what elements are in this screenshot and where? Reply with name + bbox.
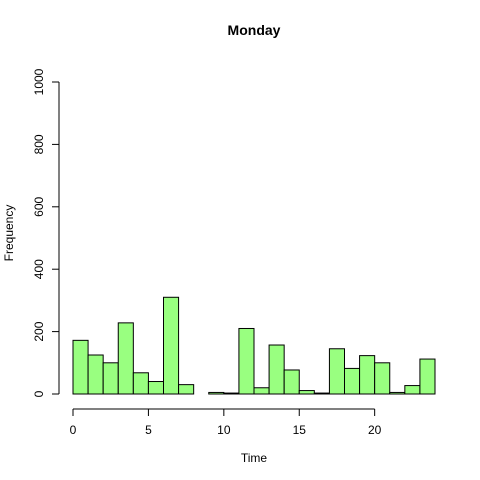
histogram-bar <box>313 392 330 395</box>
x-axis-label: Time <box>241 451 268 465</box>
histogram-bar <box>163 296 180 395</box>
y-tick-label: 600 <box>32 196 46 216</box>
histogram-bar <box>117 322 134 395</box>
histogram-bar <box>178 384 195 395</box>
x-tick-label: 0 <box>70 423 77 437</box>
x-axis: 0 5 10 15 20 <box>70 408 382 437</box>
y-tick-label: 1000 <box>32 68 46 95</box>
bars-group <box>72 296 436 395</box>
histogram-bar <box>298 390 315 395</box>
y-tick-label: 800 <box>32 134 46 154</box>
histogram-bar <box>102 362 119 395</box>
histogram-bar <box>268 344 285 395</box>
histogram-bar <box>253 387 270 395</box>
histogram-bar <box>328 348 345 395</box>
y-tick-label: 0 <box>32 390 46 397</box>
histogram-bar <box>404 385 421 395</box>
chart-title: Monday <box>228 22 281 38</box>
histogram-bar <box>208 391 225 395</box>
histogram-bar <box>374 362 391 395</box>
histogram-bar <box>72 339 89 395</box>
histogram-bar <box>132 372 149 395</box>
y-tick-label: 400 <box>32 259 46 279</box>
x-tick-label: 5 <box>145 423 152 437</box>
y-tick-label: 200 <box>32 321 46 341</box>
x-tick-label: 10 <box>217 423 231 437</box>
histogram-bar <box>87 354 104 395</box>
histogram-bar <box>147 381 165 395</box>
histogram-bar <box>238 327 255 395</box>
histogram-bar <box>283 369 300 395</box>
x-tick-label: 20 <box>368 423 382 437</box>
y-axis-label: Frequency <box>2 205 16 262</box>
x-tick-label: 15 <box>293 423 307 437</box>
histogram-bar <box>344 367 361 395</box>
y-axis: 0 200 400 600 800 1000 <box>32 68 60 397</box>
histogram-bar <box>359 355 376 395</box>
histogram-bar <box>389 391 406 395</box>
histogram-bar <box>223 392 240 395</box>
histogram-bar <box>419 358 436 395</box>
